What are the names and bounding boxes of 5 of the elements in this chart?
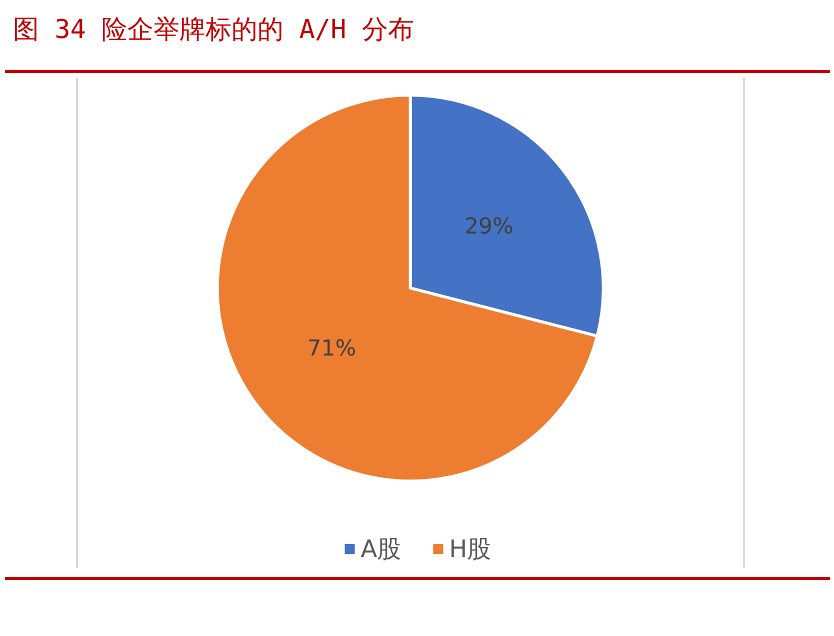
- data-label: 29%: [464, 214, 514, 240]
- legend-label: A股: [360, 535, 402, 563]
- data-label: 71%: [307, 336, 356, 362]
- chart-title: 图 34 险企举牌标的的 A/H 分布: [13, 15, 414, 45]
- legend-label: H股: [449, 535, 492, 563]
